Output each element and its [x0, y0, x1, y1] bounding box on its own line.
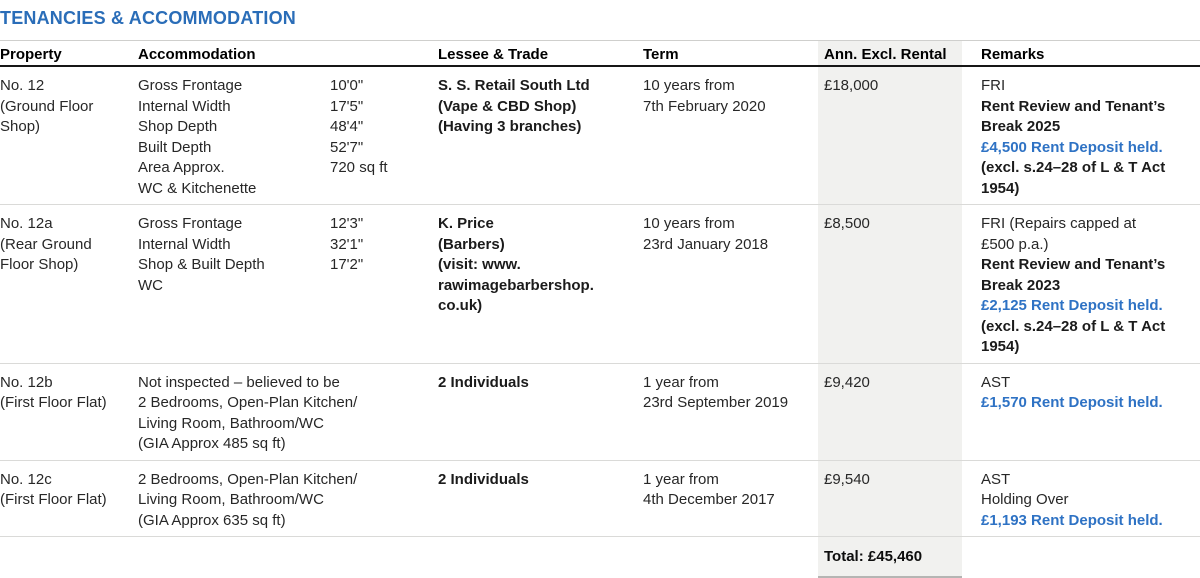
column-header-term: Term: [643, 46, 679, 63]
term-cell: 1 year from 23rd September 2019: [643, 373, 789, 412]
accommodation-value: [330, 179, 438, 200]
remark-line: £1,193 Rent Deposit held.: [981, 511, 1163, 529]
term-cell: 10 years from 23rd January 2018: [643, 215, 769, 253]
accommodation-label: Internal Width: [138, 97, 231, 115]
accommodation-grid: Gross Frontage 12'3" Internal Width 32'1" Sh…: [138, 214, 438, 296]
accommodation-grid: Gross Frontage 10'0" Internal Width 17'5" Sh…: [138, 76, 438, 199]
remark-line: Rent Review and Tenant’s Break 2025: [981, 97, 1166, 136]
accommodation-value: 52'7": [330, 138, 364, 156]
total-row: Total: £45,460: [0, 537, 1200, 578]
accommodation-value: 17'5": [330, 97, 364, 115]
remark-line: FRI (Repairs capped at £500 p.a.): [981, 215, 1137, 253]
rental-value: £18,000: [818, 67, 962, 204]
remark-line: (excl. s.24–28 of L & T Act 1954): [981, 317, 1166, 356]
accommodation-label: WC & Kitchenette: [138, 179, 257, 197]
accommodation-label: Shop & Built Depth: [138, 256, 265, 273]
lessee-trade-cell: 2 Individuals: [438, 373, 529, 391]
term-cell: 10 years from 7th February 2020: [643, 77, 766, 115]
tenancy-table: Property Accommodation Lessee & Trade Te…: [0, 40, 1200, 578]
table-body: No. 12 (Ground Floor Shop) Gross Frontage…: [0, 67, 1200, 537]
table-row: No. 12 (Ground Floor Shop) Gross Frontage…: [0, 67, 1200, 205]
property-cell: No. 12a (Rear Ground Floor Shop): [0, 215, 92, 273]
rental-cell: £9,540: [818, 460, 981, 536]
page-title: TENANCIES & ACCOMMODATION: [0, 8, 296, 28]
remarks-cell: AST Holding Over £1,193 Rent Deposit held.: [981, 461, 1200, 537]
table-header-row: Property Accommodation Lessee & Trade Te…: [0, 40, 1200, 67]
accommodation-cell: Gross Frontage 12'3" Internal Width 32'1" Sh…: [138, 205, 438, 363]
remark-line: Rent Review and Tenant’s Break 2023: [981, 256, 1166, 294]
accommodation-value: [330, 276, 438, 297]
column-header-lessee-trade: Lessee & Trade: [438, 46, 549, 63]
total-rental-value: Total: £45,460: [818, 537, 962, 578]
table-row: No. 12b (First Floor Flat) Not inspected …: [0, 363, 1200, 461]
lessee-trade-cell: S. S. Retail South Ltd (Vape & CBD Shop)…: [438, 77, 590, 135]
accommodation-cell: 2 Bedrooms, Open-Plan Kitchen/ Living Ro…: [138, 470, 358, 529]
remarks-cell: FRI (Repairs capped at £500 p.a.) Rent Re…: [981, 205, 1200, 363]
remarks-cell: FRI Rent Review and Tenant’s Break 2025 £4…: [981, 67, 1200, 204]
accommodation-cell: Gross Frontage 10'0" Internal Width 17'5" Sh…: [138, 67, 438, 204]
total-cell: Total: £45,460: [818, 537, 981, 578]
accommodation-label: Built Depth: [138, 138, 212, 156]
accommodation-label: WC: [138, 276, 163, 294]
rental-value: £9,540: [818, 460, 962, 536]
accommodation-cell: Not inspected – believed to be 2 Bedroom…: [138, 373, 358, 453]
rental-cell: £18,000: [818, 67, 981, 204]
remark-line: AST: [981, 373, 1011, 391]
property-cell: No. 12 (Ground Floor Shop): [0, 77, 94, 135]
accommodation-value: 720 sq ft: [330, 159, 388, 176]
accommodation-label: Gross Frontage: [138, 215, 243, 232]
accommodation-label: Internal Width: [138, 235, 231, 253]
column-header-property: Property: [0, 46, 62, 63]
table-row: No. 12c (First Floor Flat) 2 Bedrooms, Op…: [0, 460, 1200, 537]
remark-line: AST: [981, 470, 1011, 488]
column-header-rental-label: Ann. Excl. Rental: [818, 41, 962, 65]
remark-line: FRI: [981, 77, 1006, 94]
rental-cell: £8,500: [818, 205, 981, 363]
table-row: No. 12a (Rear Ground Floor Shop) Gross Fr…: [0, 205, 1200, 364]
rental-cell: £9,420: [818, 363, 981, 460]
accommodation-label: Gross Frontage: [138, 77, 243, 94]
remark-line: £4,500 Rent Deposit held.: [981, 138, 1163, 156]
accommodation-value: 12'3": [330, 215, 364, 232]
column-header-remarks: Remarks: [981, 46, 1045, 63]
column-header-accommodation: Accommodation: [138, 46, 256, 63]
rental-value: £8,500: [818, 205, 962, 363]
property-cell: No. 12c (First Floor Flat): [0, 470, 107, 509]
lessee-trade-cell: 2 Individuals: [438, 470, 529, 488]
accommodation-value: 17'2": [330, 256, 364, 273]
accommodation-label: Shop Depth: [138, 118, 218, 135]
term-cell: 1 year from 4th December 2017: [643, 470, 775, 509]
accommodation-label: Area Approx.: [138, 159, 225, 176]
accommodation-value: 48'4": [330, 118, 364, 135]
property-cell: No. 12b (First Floor Flat): [0, 373, 107, 412]
accommodation-value: 32'1": [330, 235, 364, 253]
remarks-cell: AST £1,570 Rent Deposit held.: [981, 364, 1200, 460]
column-header-rental: Ann. Excl. Rental: [818, 41, 981, 65]
remark-line: Holding Over: [981, 491, 1069, 508]
lessee-trade-cell: K. Price (Barbers) (visit: www. rawimage…: [438, 215, 594, 314]
rental-value: £9,420: [818, 363, 962, 460]
remark-line: (excl. s.24–28 of L & T Act 1954): [981, 159, 1166, 197]
remark-line: £1,570 Rent Deposit held.: [981, 394, 1163, 411]
accommodation-value: 10'0": [330, 77, 364, 94]
remark-line: £2,125 Rent Deposit held.: [981, 297, 1163, 314]
